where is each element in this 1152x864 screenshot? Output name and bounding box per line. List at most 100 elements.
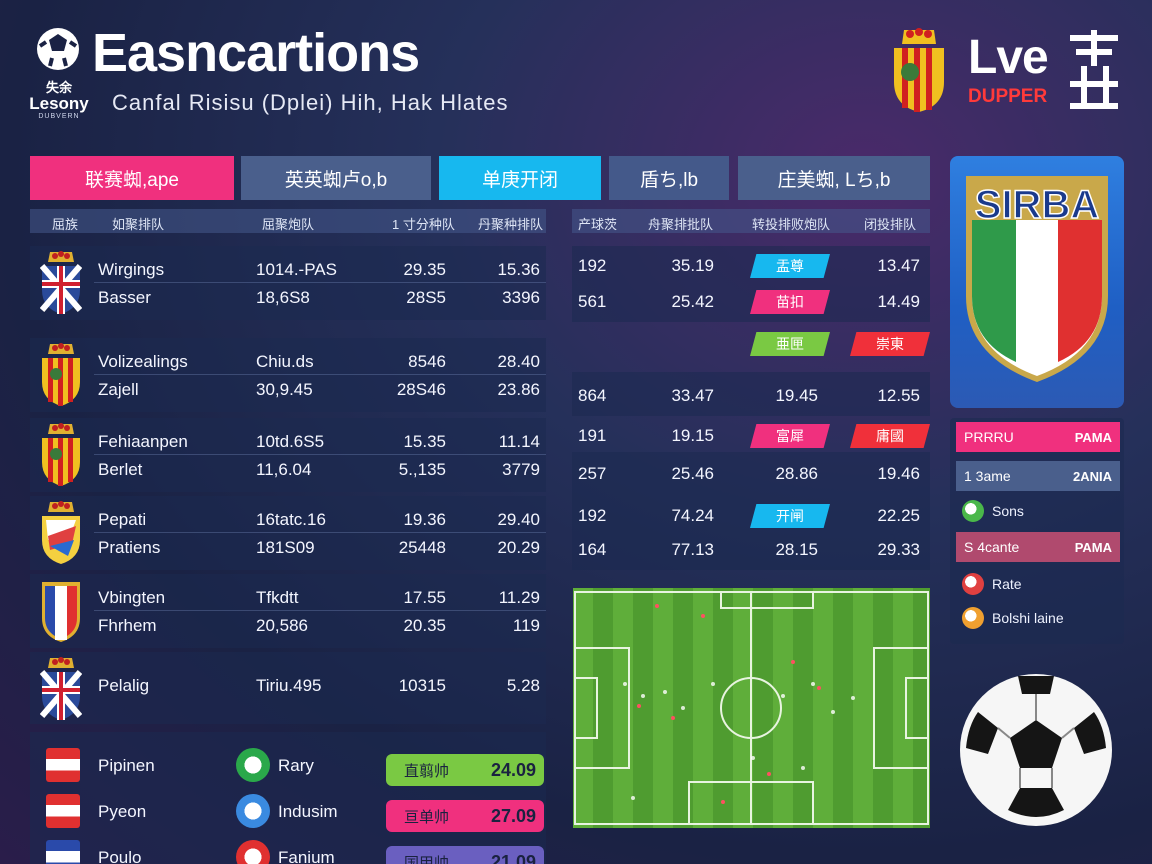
right-col-b: 19.15: [671, 426, 714, 445]
left-table-row[interactable]: Pelalig Tiriu.495 10315 5.28: [30, 652, 546, 724]
tab-2[interactable]: 单庚开闭: [439, 156, 601, 200]
bottom-value-pill[interactable]: 国甲帅 21.09: [386, 846, 544, 864]
sidebar-bar[interactable]: S 4cante PAMA: [956, 532, 1120, 562]
flag-icon: [46, 794, 80, 828]
right-col-a: 864: [578, 386, 607, 405]
tab-4[interactable]: 庄美蜘, Lち,b: [738, 156, 930, 200]
col3-b: 119: [512, 616, 540, 635]
right-header-1: 舟聚排批队: [648, 217, 714, 232]
team-name-2: Berlet: [98, 460, 143, 479]
sidebar-bar-value: PAMA: [1074, 539, 1112, 555]
status-pill[interactable]: 苗扣: [750, 290, 830, 314]
right-table-row[interactable]: 192 74.24 开闸 22.25: [572, 498, 930, 534]
sidebar-bar[interactable]: 1 3ame 2ANIA: [956, 461, 1120, 491]
col1-b: 30,9.45: [256, 380, 313, 399]
col2-a: 8546: [408, 352, 446, 371]
bottom-mid-label: Indusim: [278, 802, 338, 821]
right-col-c: 19.45: [775, 386, 818, 405]
team-name-2: Fhrhem: [98, 616, 157, 635]
decorative-glyph-icon: [1070, 30, 1118, 109]
tab-0[interactable]: 联赛蜘,ape: [30, 156, 234, 200]
status-pill[interactable]: 亜匣: [750, 332, 830, 356]
col1-b: 11,6.04: [256, 460, 312, 479]
right-col-d: 22.25: [877, 506, 920, 525]
right-col-c: 28.15: [775, 540, 818, 559]
team-crest-icon: [40, 578, 82, 644]
team-name-1: Volizealings: [98, 352, 188, 371]
status-pill-2[interactable]: 庸國: [850, 424, 930, 448]
col2-b: 20.35: [403, 616, 446, 635]
status-pill[interactable]: 开闸: [750, 504, 830, 528]
status-pill-2[interactable]: 崇東: [850, 332, 930, 356]
team-name-1: Pelalig: [98, 676, 150, 695]
tab-1[interactable]: 英英蜘卢o,b: [241, 156, 431, 200]
right-table-row[interactable]: 561 25.42 苗扣 14.49: [572, 284, 930, 320]
left-table-row[interactable]: Pepati Pratiens 16tatc.16 181S09 19.36 2…: [30, 496, 546, 570]
sidebar-item[interactable]: Sons: [962, 499, 1024, 523]
bottom-value-pill[interactable]: 直翦帅 24.09: [386, 754, 544, 786]
soccer-ball-icon: [960, 674, 1112, 826]
right-col-b: 25.42: [671, 292, 714, 311]
sidebar-bar-value: PAMA: [1074, 429, 1112, 445]
col2-a: 17.55: [403, 588, 446, 607]
col2-b: 28S5: [406, 288, 446, 307]
right-table-row[interactable]: 亜匣 崇東: [572, 326, 930, 362]
status-pill[interactable]: 富犀: [750, 424, 830, 448]
col1-a: Tfkdtt: [256, 588, 299, 607]
col3-b: 20.29: [497, 538, 540, 557]
team-name-2: Zajell: [98, 380, 139, 399]
col1-b: 181S09: [256, 538, 315, 557]
col1-a: 10td.6S5: [256, 432, 325, 451]
right-col-b: 25.46: [671, 464, 714, 483]
bottom-value-pill[interactable]: 亘单帅 27.09: [386, 800, 544, 832]
sidebar-item[interactable]: Bolshi laine: [962, 606, 1064, 630]
right-block-2: [572, 372, 930, 416]
sidebar-item[interactable]: Rate: [962, 572, 1022, 596]
bottom-left-label: Pyeon: [98, 802, 147, 821]
team-crest-icon: [40, 500, 82, 566]
left-table-row[interactable]: Fehiaanpen Berlet 10td.6S5 11,6.04 15.35…: [30, 418, 546, 492]
team-name-1: Wirgings: [98, 260, 165, 279]
col1-b: 18,6S8: [256, 288, 310, 307]
left-header-1: 如聚排队: [112, 217, 165, 232]
left-table-row[interactable]: Volizealings Zajell Chiu.ds 30,9.45 8546…: [30, 338, 546, 412]
logo-word: Lesony: [29, 94, 89, 113]
flag-badge-icon: [962, 607, 984, 629]
bottom-panel: [30, 732, 546, 864]
right-table-row[interactable]: 164 77.13 28.15 29.33: [572, 532, 930, 568]
col3-b: 3779: [502, 460, 540, 479]
right-col-b: 77.13: [671, 540, 714, 559]
row-divider: [94, 610, 546, 611]
right-table-row[interactable]: 191 19.15 富犀 庸國: [572, 418, 930, 454]
row-divider: [94, 532, 546, 533]
left-table-row[interactable]: Vbingten Fhrhem Tfkdtt 20,586 17.55 20.3…: [30, 574, 546, 648]
col3-b: 3396: [502, 288, 540, 307]
team-name-2: Pratiens: [98, 538, 161, 557]
right-table-row[interactable]: 192 35.19 盂尊 13.47: [572, 248, 930, 284]
football-pitch: [573, 588, 930, 828]
right-col-a: 257: [578, 464, 607, 483]
shield-text: SIRBA: [975, 183, 1099, 227]
app-title: Easncartions: [92, 23, 420, 83]
sidebar-item-label: Rate: [992, 576, 1022, 592]
sidebar-bar[interactable]: PRRRU PAMA: [956, 422, 1120, 452]
team-shield-card[interactable]: SIRBA: [950, 156, 1124, 408]
right-col-d: 29.33: [877, 540, 920, 559]
right-table-row[interactable]: 257 25.46 28.86 19.46: [572, 456, 930, 492]
sidebar-bar-value: 2ANIA: [1072, 468, 1112, 484]
right-col-d: 12.55: [877, 386, 920, 405]
team-crest-icon: [39, 250, 83, 316]
right-col-a: 192: [578, 256, 607, 275]
team-name-2: Basser: [98, 288, 151, 307]
left-table-row[interactable]: Wirgings Basser 1014.-PAS 18,6S8 29.35 2…: [30, 246, 546, 320]
bottom-pill-label: 直翦帅: [404, 762, 450, 780]
col3-a: 29.40: [497, 510, 540, 529]
status-pill[interactable]: 盂尊: [750, 254, 830, 278]
right-table-row[interactable]: 864 33.47 19.45 12.55: [572, 378, 930, 414]
row-divider: [94, 454, 546, 455]
right-col-a: 164: [578, 540, 607, 559]
bottom-mid-label: Fanium: [278, 848, 335, 864]
right-block-1: [572, 246, 930, 322]
tab-3[interactable]: 盾ち,lb: [609, 156, 729, 200]
flag-icon: [46, 748, 80, 782]
